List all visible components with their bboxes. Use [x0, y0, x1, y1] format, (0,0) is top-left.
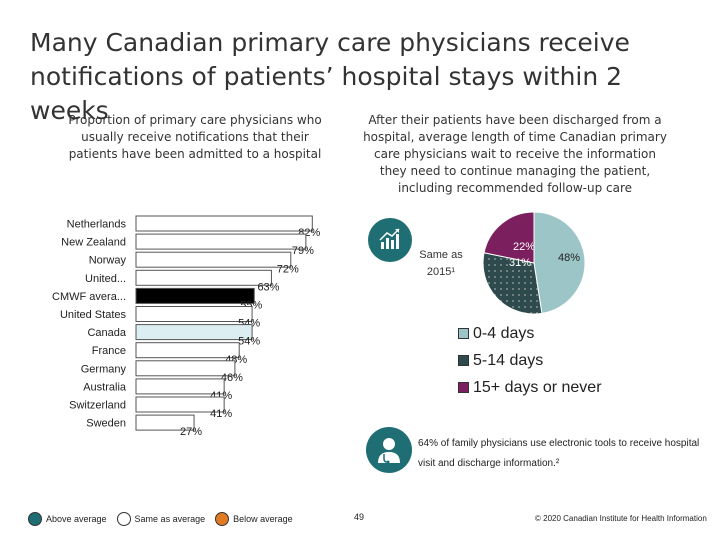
pie-slice: [533, 211, 586, 314]
legend-label: Same as average: [134, 514, 206, 524]
trend-chart-icon: [368, 218, 412, 262]
bar-value-label: 54%: [238, 336, 260, 348]
category-label: CMWF avera...: [52, 291, 126, 303]
bar-value-label: 27%: [180, 426, 202, 435]
bar: [135, 251, 292, 268]
bar-value-label: 46%: [221, 372, 243, 384]
bar: [135, 215, 313, 232]
legend-above-average: Above average: [28, 512, 107, 526]
legend-same-as-average: Same as average: [116, 512, 206, 526]
category-label: Norway: [89, 255, 127, 267]
copyright: © 2020 Canadian Institute for Health Inf…: [535, 514, 707, 523]
pie-slice: [482, 252, 543, 315]
category-label: Switzerland: [69, 400, 126, 412]
bar: [135, 324, 253, 341]
legend-below-average: Below average: [215, 512, 293, 526]
legend-swatch: [458, 355, 469, 366]
legend-label: Above average: [46, 514, 107, 524]
bar: [135, 360, 236, 377]
legend-label: 0-4 days: [473, 324, 535, 342]
category-label: Netherlands: [67, 219, 127, 231]
pie-chart: 48% 31% 22%: [482, 211, 586, 315]
bar-value-label: 41%: [210, 408, 232, 420]
footnote: 64% of family physicians use electronic …: [418, 438, 700, 469]
category-label: New Zealand: [61, 237, 126, 249]
bar-value-label: 79%: [292, 245, 314, 257]
legend-swatch: [458, 328, 469, 339]
page-title: Many Canadian primary care physicians re…: [30, 28, 630, 125]
bar-chart-heading: Proportion of primary care physicians wh…: [68, 113, 322, 161]
bar: [135, 396, 225, 413]
category-label: Germany: [81, 363, 127, 375]
same-average-dot-icon: [116, 512, 131, 526]
compare-label: Same as 2015¹: [419, 249, 463, 278]
category-label: Sweden: [86, 418, 126, 430]
comparison-legend: Above average Same as average Below aver…: [28, 512, 303, 526]
below-average-dot-icon: [215, 512, 230, 526]
bar: [135, 269, 272, 286]
legend-label: Below average: [233, 514, 293, 524]
legend-label: 5-14 days: [473, 351, 544, 369]
bar: [135, 306, 253, 322]
bar: [135, 233, 307, 250]
bar: [135, 414, 195, 431]
legend-swatch: [458, 382, 469, 393]
category-label: United States: [60, 309, 127, 321]
category-label: United...: [85, 273, 126, 285]
pie-value-label: 31%: [509, 257, 531, 269]
bar: [135, 378, 225, 395]
bar-value-label: 63%: [257, 281, 279, 293]
pie-value-label: 22%: [513, 241, 535, 253]
category-label: Australia: [83, 381, 127, 393]
doctor-icon: [366, 427, 412, 473]
pie-value-label: 48%: [558, 252, 580, 264]
category-label: Canada: [87, 327, 126, 339]
pie-legend: 0-4 days 5-14 days 15+ days or never: [458, 320, 602, 401]
bar: [135, 287, 255, 304]
above-average-dot-icon: [28, 512, 42, 526]
bar-value-label: 72%: [277, 263, 299, 275]
pie-legend-item: 5-14 days: [458, 347, 602, 374]
page-number: 49: [354, 512, 365, 522]
pie-legend-item: 15+ days or never: [458, 374, 602, 401]
pie-chart-heading: After their patients have been discharge…: [363, 113, 667, 195]
pie-slice: [483, 211, 535, 264]
bar: [135, 342, 240, 359]
legend-label: 15+ days or never: [473, 378, 602, 396]
pie-legend-item: 0-4 days: [458, 320, 602, 347]
category-label: France: [92, 345, 126, 357]
